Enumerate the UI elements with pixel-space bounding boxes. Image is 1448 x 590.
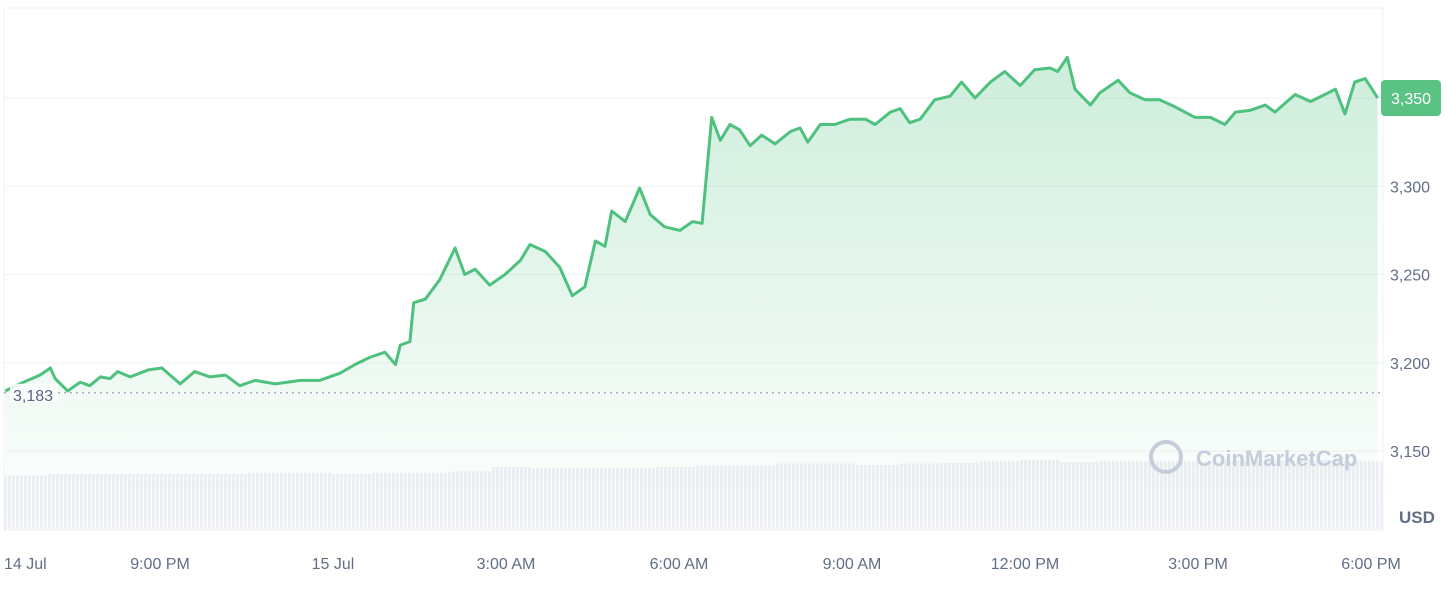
current-price-tag — [1381, 80, 1441, 116]
y-tick-label: 3,300 — [1390, 179, 1430, 196]
price-line — [4, 55, 1379, 393]
baseline-label-bg — [10, 383, 58, 402]
x-tick-label: 12:00 PM — [991, 556, 1059, 573]
y-tick-label: 3,250 — [1390, 268, 1430, 285]
currency-label: USD — [1399, 508, 1435, 527]
volume-bar — [1380, 461, 1383, 530]
x-tick-label: 6:00 AM — [650, 556, 709, 573]
current-price-label: 3,350 — [1391, 91, 1431, 108]
x-tick-label: 14 Jul — [4, 556, 47, 573]
y-tick-label: 3,200 — [1390, 356, 1430, 373]
watermark: CoinMarketCap — [1149, 440, 1357, 474]
x-tick-label: 6:00 PM — [1341, 556, 1401, 573]
baseline-label: 3,183 — [13, 388, 53, 405]
x-tick-label: 3:00 PM — [1168, 556, 1228, 573]
x-tick-label: 3:00 AM — [477, 556, 536, 573]
x-tick-label: 15 Jul — [312, 556, 355, 573]
y-tick-label: 3,150 — [1390, 444, 1430, 461]
x-axis: 14 Jul 9:00 PM 15 Jul 3:00 AM 6:00 AM 9:00 AM… — [4, 556, 1401, 573]
coinmarketcap-logo-icon — [1149, 440, 1183, 474]
price-area — [5, 57, 1378, 531]
x-tick-label: 9:00 PM — [130, 556, 190, 573]
y-axis: 3,150 3,200 3,250 3,300 — [1390, 179, 1430, 461]
x-tick-label: 9:00 AM — [823, 556, 882, 573]
watermark-text: CoinMarketCap — [1196, 446, 1357, 471]
